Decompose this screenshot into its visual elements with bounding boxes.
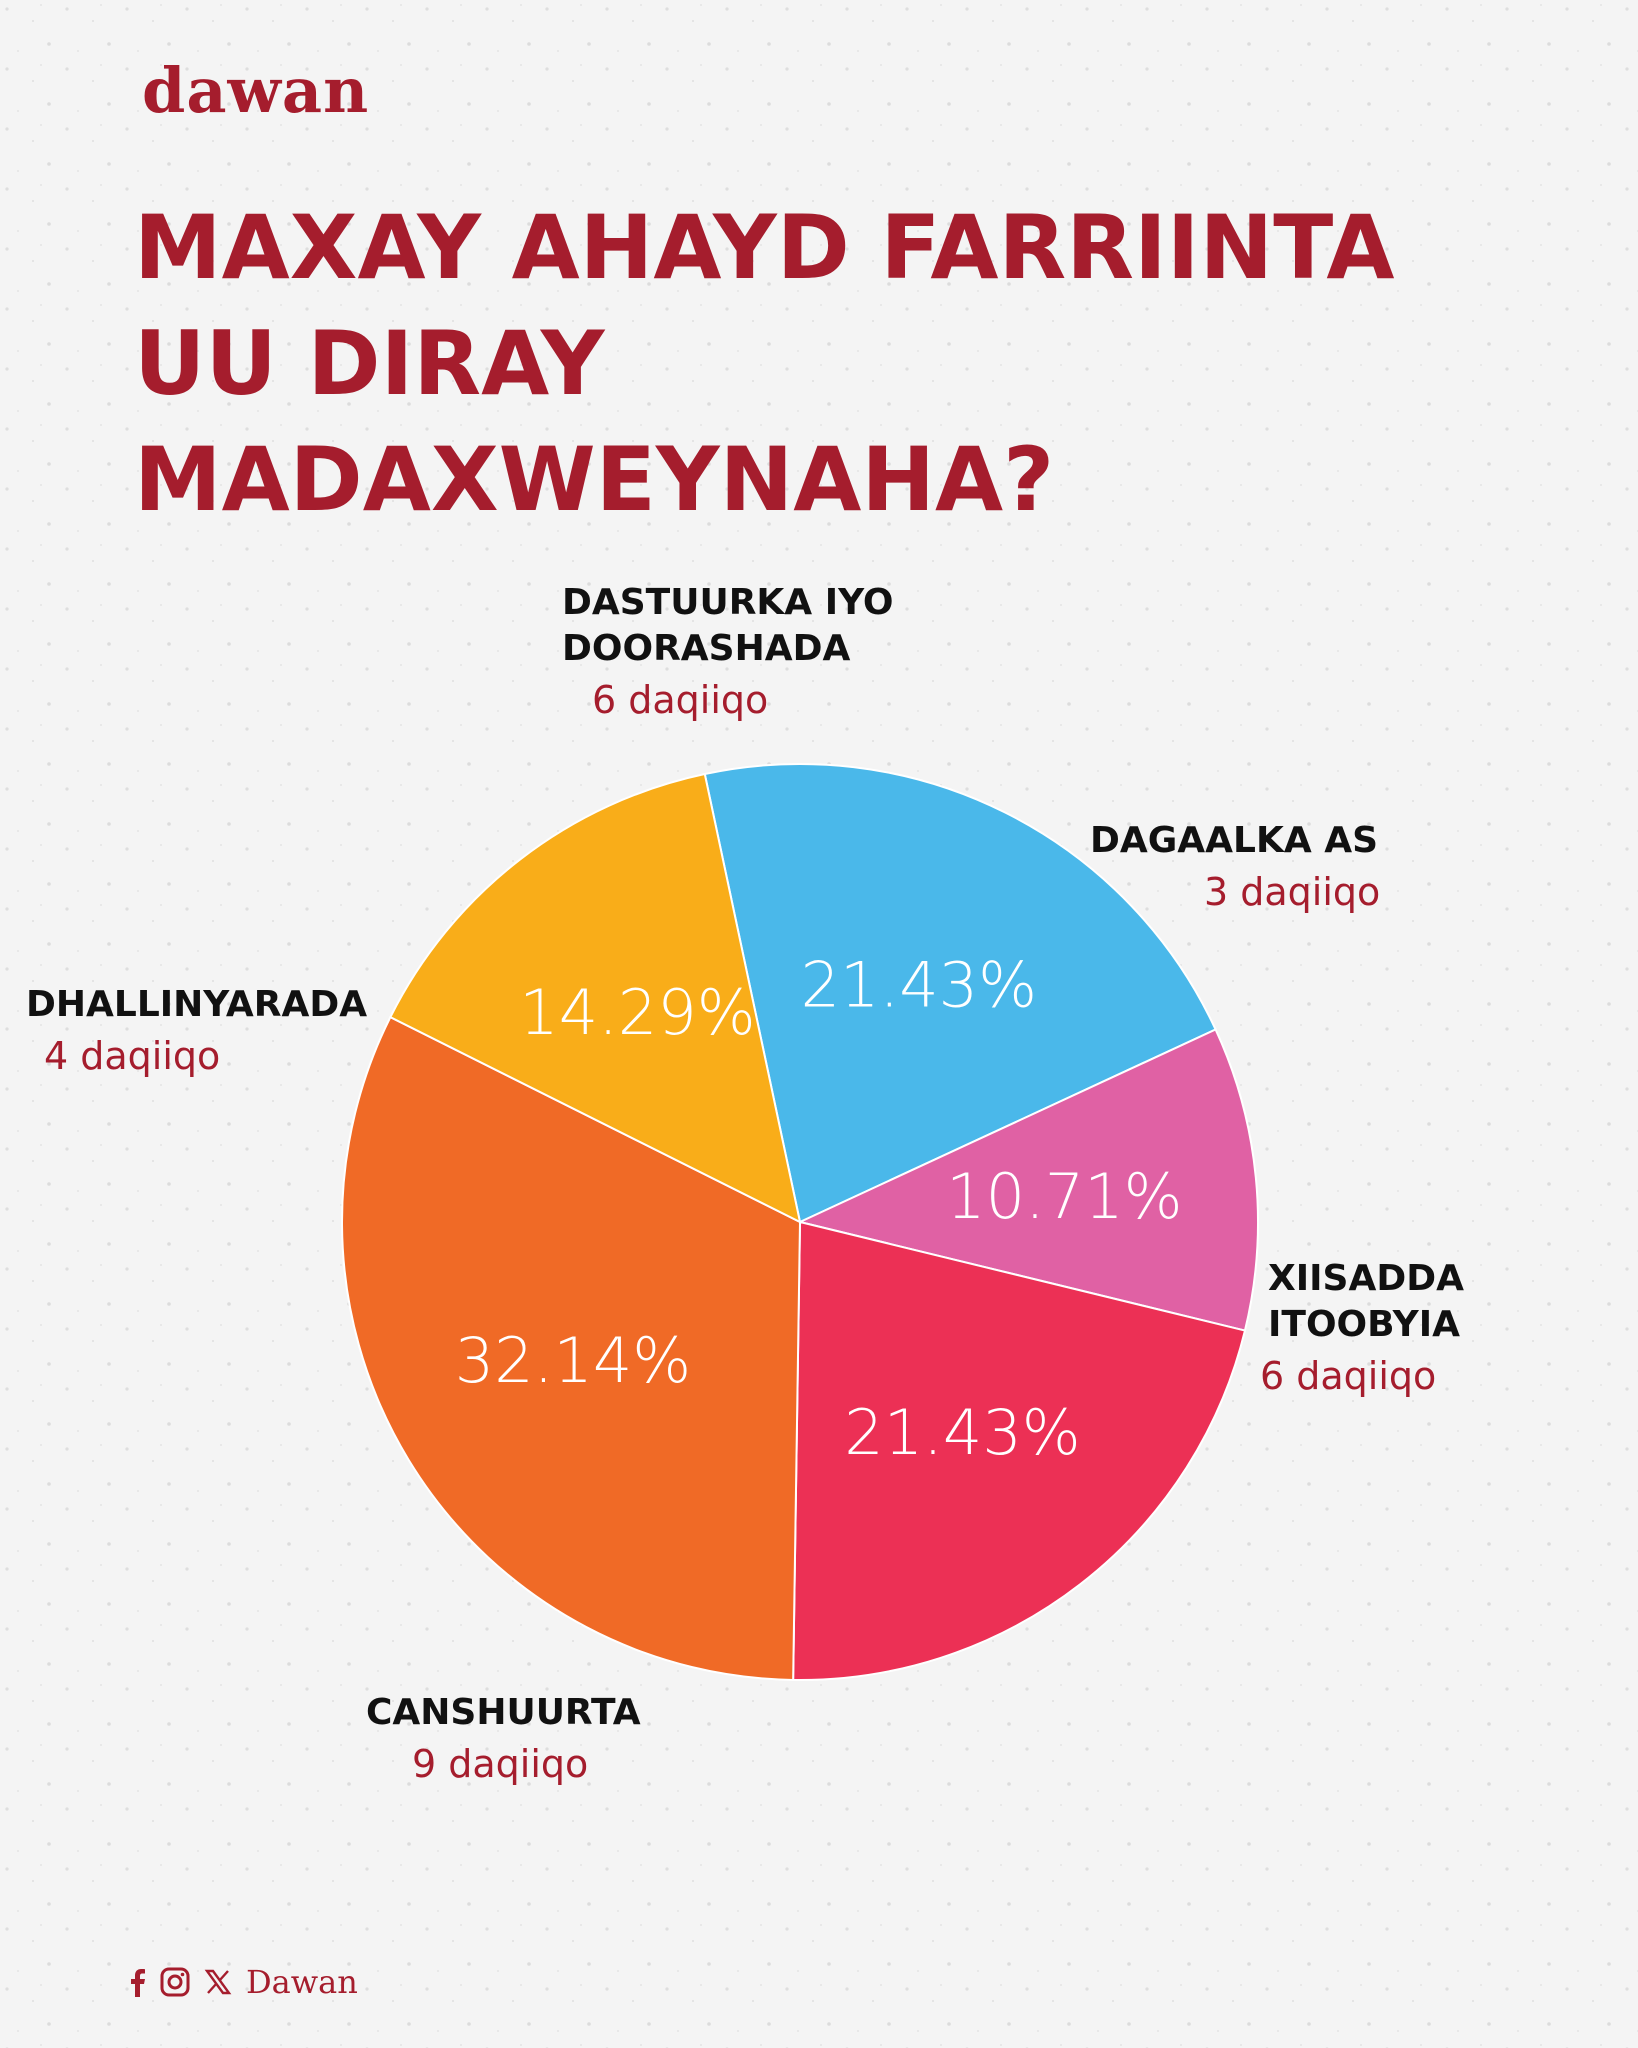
label-dagaalka: DAGAALKA AS 3 daqiiqo [1090, 818, 1380, 920]
slice-percent-label: 21.43% [844, 1396, 1080, 1469]
social-footer: Dawan [128, 1962, 358, 2002]
duration-label: 9 daqiiqo [412, 1742, 589, 1786]
label-dhallinyarada: DHALLINYARADA 4 daqiiqo [26, 982, 367, 1084]
page-title: MAXAY AHAYD FARRIINTA UU DIRAY MADAXWEYN… [134, 196, 1395, 531]
label-canshuurta: CANSHUURTA 9 daqiiqo [366, 1690, 641, 1792]
x-icon[interactable] [204, 1968, 232, 1996]
category-label: DASTUURKA IYO DOORASHADA [562, 582, 894, 669]
slice-percent-label: 14.29% [519, 976, 755, 1049]
category-label: DHALLINYARADA [26, 984, 368, 1025]
duration-label: 3 daqiiqo [1204, 870, 1381, 914]
category-label: DAGAALKA AS [1090, 820, 1379, 861]
dawan-logo: dawan [142, 54, 370, 127]
facebook-icon[interactable] [128, 1967, 146, 1997]
slice-percent-label: 21.43% [801, 948, 1037, 1021]
pie-slice [389, 772, 802, 1224]
instagram-icon[interactable] [160, 1967, 190, 1997]
duration-label: 6 daqiiqo [1260, 1354, 1437, 1398]
pie-slice [341, 1015, 802, 1681]
duration-label: 4 daqiiqo [44, 1034, 221, 1078]
social-handle: Dawan [246, 1963, 358, 2001]
pie-slice [703, 763, 1217, 1224]
label-xiisadda: XIISADDA ITOOBYIA 6 daqiiqo [1260, 1256, 1468, 1404]
pie-slice [796, 1028, 1259, 1332]
category-label: CANSHUURTA [366, 1692, 641, 1733]
slice-percent-label: 10.71% [946, 1160, 1182, 1233]
category-label: XIISADDA ITOOBYIA [1268, 1258, 1464, 1345]
pie-chart: 21.43% 10.71% 21.43% 32.14% 14.29% [341, 763, 1259, 1681]
slice-percent-label: 32.14% [455, 1324, 691, 1397]
label-dastuurka: DASTUURKA IYO DOORASHADA 6 daqiiqo [562, 580, 902, 728]
duration-label: 6 daqiiqo [592, 678, 769, 722]
pie-slice [792, 1220, 1247, 1681]
